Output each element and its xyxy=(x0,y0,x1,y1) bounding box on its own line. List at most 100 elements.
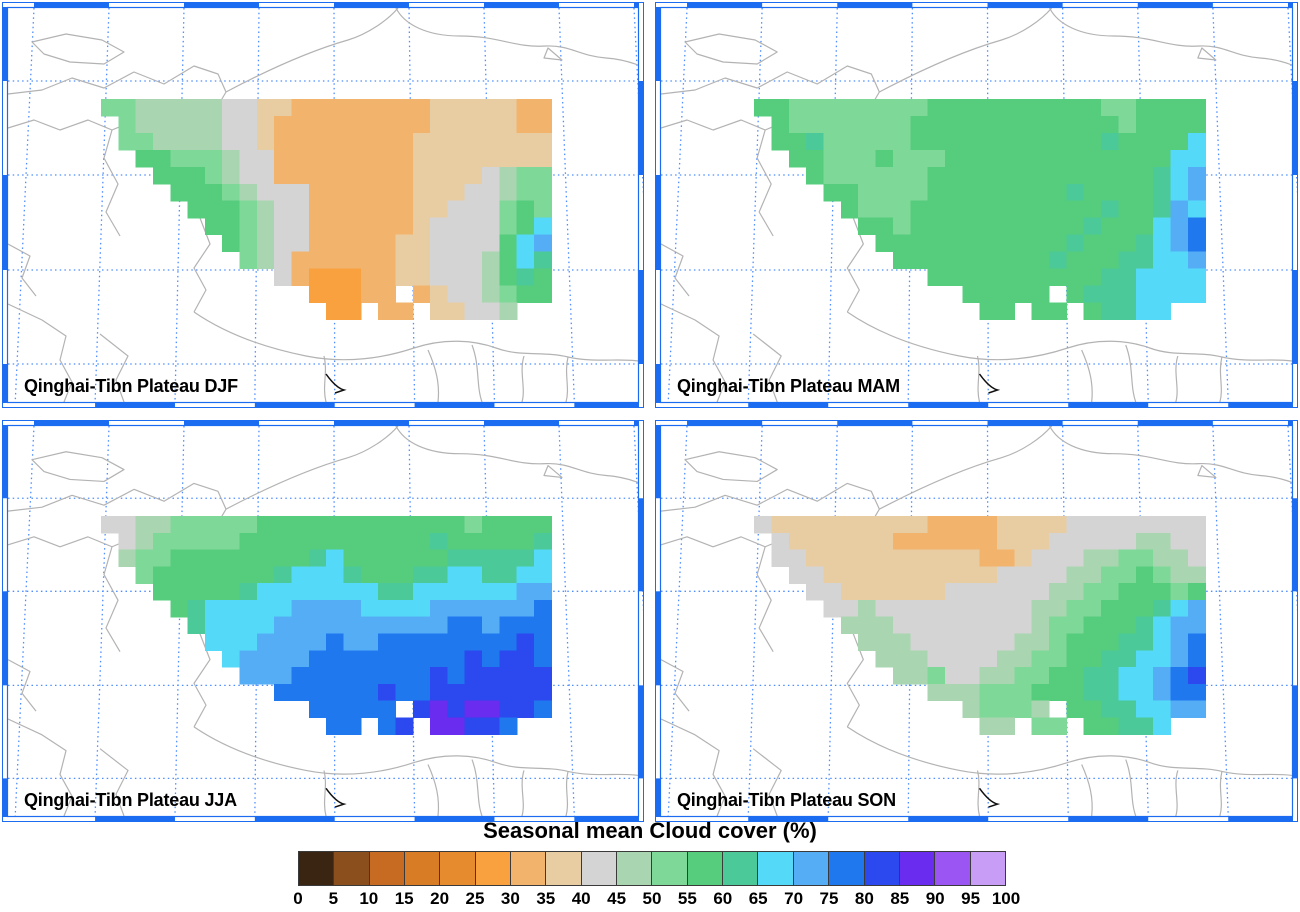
cloud-cover-cell xyxy=(892,650,911,668)
cloud-cover-cell xyxy=(962,166,981,185)
cloud-cover-cell xyxy=(840,566,859,584)
cloud-cover-cell xyxy=(239,516,258,534)
cloud-cover-cell xyxy=(360,166,379,185)
cloud-cover-cell xyxy=(291,200,310,219)
cloud-cover-cell xyxy=(1014,532,1033,551)
cloud-cover-cell xyxy=(534,132,552,151)
cloud-cover-cell xyxy=(482,200,500,219)
cloud-cover-cell xyxy=(1049,166,1068,185)
cloud-cover-cell xyxy=(343,583,362,601)
cloud-cover-cell xyxy=(378,132,397,151)
cloud-cover-cell xyxy=(927,234,946,253)
cloud-cover-cell xyxy=(1187,633,1206,651)
cloud-cover-cell xyxy=(534,516,552,534)
cloud-cover-cell xyxy=(892,583,911,601)
cloud-cover-cell xyxy=(412,566,431,584)
graticule-tick-bar xyxy=(1228,816,1293,822)
cloud-cover-cell xyxy=(152,132,171,151)
cloud-cover-cell xyxy=(326,650,345,668)
cloud-cover-cell xyxy=(482,700,500,719)
cloud-cover-cell xyxy=(1153,132,1172,151)
cloud-cover-cell xyxy=(1014,132,1033,151)
cloud-cover-cell xyxy=(482,633,500,651)
cloud-cover-cell xyxy=(1153,268,1172,287)
cloud-cover-cell xyxy=(806,583,825,601)
cloud-cover-cell xyxy=(499,633,518,651)
cloud-cover-cell xyxy=(858,217,877,236)
cloud-cover-cell xyxy=(1049,217,1068,236)
cloud-cover-cell xyxy=(1187,132,1206,151)
colorbar-tick-labels: 0 5 10 15 20 25 30 35 40 45 50 55 60 65 70 75 80 85 90 95 10… xyxy=(0,889,1300,911)
cloud-cover-cell xyxy=(1170,149,1189,168)
cloud-cover-cell xyxy=(308,251,327,270)
cloud-cover-cell xyxy=(256,234,275,253)
cloud-cover-cell xyxy=(962,183,981,202)
cloud-cover-cell xyxy=(858,616,877,635)
cloud-cover-cell xyxy=(239,200,258,219)
cloud-cover-cell xyxy=(152,115,171,134)
cloud-cover-cell xyxy=(1101,183,1120,202)
coastline-path xyxy=(1219,356,1223,403)
cloud-cover-cell xyxy=(1135,700,1154,719)
cloud-cover-cell xyxy=(910,166,929,185)
cloud-cover-cell xyxy=(430,532,448,551)
cloud-cover-cell xyxy=(499,115,518,134)
cloud-cover-cell xyxy=(979,549,998,568)
cloud-cover-cell xyxy=(1031,599,1050,618)
cloud-cover-cell xyxy=(1014,667,1033,685)
cloud-cover-cell xyxy=(1083,251,1102,270)
cloud-cover-cell xyxy=(858,566,877,584)
cloud-cover-cell xyxy=(343,234,362,253)
cloud-cover-cell xyxy=(343,166,362,185)
cloud-cover-cell xyxy=(1083,700,1102,719)
cloud-cover-cell xyxy=(892,234,911,253)
colorbar-cell-30-35 xyxy=(510,852,546,885)
cloud-cover-cell xyxy=(962,700,981,719)
cloud-cover-cell xyxy=(1101,566,1120,584)
cloud-cover-cell xyxy=(464,149,483,168)
cloud-cover-cell xyxy=(482,285,500,303)
cloud-cover-cell xyxy=(170,583,189,601)
coastline-path xyxy=(752,333,782,403)
cloud-cover-cell xyxy=(204,516,223,534)
cloud-cover-cell xyxy=(430,132,448,151)
cloud-cover-cell xyxy=(378,268,397,287)
colorbar-cell-5-10 xyxy=(333,852,369,885)
cloud-cover-cell xyxy=(910,99,929,117)
colorbar-cell-25-30 xyxy=(474,852,511,885)
cloud-cover-cell xyxy=(430,667,448,685)
cloud-cover-cell xyxy=(927,667,946,685)
cloud-cover-cell xyxy=(395,516,414,534)
cloud-cover-cell xyxy=(326,516,345,534)
cloud-cover-cell xyxy=(1031,285,1050,303)
cloud-cover-cell xyxy=(1153,285,1172,303)
cloud-cover-cell xyxy=(1066,217,1085,236)
cloud-cover-cell xyxy=(979,650,998,668)
cloud-cover-cell xyxy=(1135,149,1154,168)
cloud-cover-cell xyxy=(1031,132,1050,151)
cloud-cover-cell xyxy=(430,166,448,185)
cloud-cover-cell xyxy=(291,683,310,702)
cloud-cover-cell xyxy=(395,132,414,151)
cloud-cover-cell xyxy=(1066,667,1085,685)
cloud-cover-cell xyxy=(291,132,310,151)
cloud-cover-cell xyxy=(395,583,414,601)
cloud-cover-cell xyxy=(499,532,518,551)
graticule-tick-bar xyxy=(1292,498,1298,592)
cloud-cover-cell xyxy=(274,99,293,117)
colorbar-tick-label: 85 xyxy=(890,889,910,908)
cloud-cover-cell xyxy=(927,166,946,185)
cloud-cover-cell xyxy=(892,166,911,185)
cloud-cover-cell xyxy=(1014,683,1033,702)
cloud-cover-cell xyxy=(1170,115,1189,134)
cloud-cover-cell xyxy=(360,217,379,236)
cloud-cover-cell xyxy=(1170,700,1189,719)
cloud-cover-cell xyxy=(1101,132,1120,151)
cloud-cover-cell xyxy=(204,166,223,185)
cloud-cover-cell xyxy=(1153,217,1172,236)
cloud-cover-cell xyxy=(187,200,206,219)
cloud-cover-cell xyxy=(326,717,345,735)
cloud-cover-cell xyxy=(1135,516,1154,534)
coastline-path xyxy=(31,451,125,483)
cloud-cover-cell xyxy=(944,549,963,568)
